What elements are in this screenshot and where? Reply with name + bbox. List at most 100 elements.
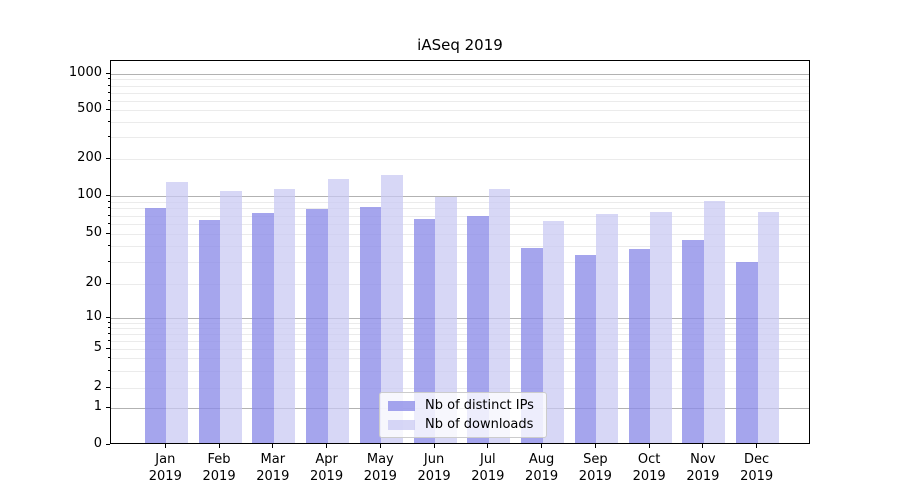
x-tick-label: May 2019 <box>363 452 397 484</box>
y-tick-mark <box>106 348 110 349</box>
y-tick-mark <box>106 195 110 196</box>
x-tick-mark <box>487 444 489 448</box>
y-tick-label: 500 <box>77 101 102 116</box>
bar-downloads <box>650 211 672 443</box>
bar-downloads <box>542 221 565 443</box>
y-minor-tick-mark <box>108 260 110 262</box>
minor-gridline <box>111 388 809 389</box>
bar-downloads <box>166 181 188 443</box>
minor-gridline <box>111 92 809 94</box>
minor-gridline <box>111 358 809 360</box>
y-tick-mark <box>106 387 110 388</box>
minor-gridline <box>111 246 809 248</box>
y-minor-tick-mark <box>108 245 110 247</box>
bar-downloads <box>220 190 242 443</box>
bar-distinct-ips <box>736 261 758 443</box>
x-tick-label: Sep 2019 <box>578 452 612 484</box>
x-tick-mark <box>379 444 381 448</box>
y-minor-tick-mark <box>108 369 110 371</box>
y-minor-tick-mark <box>108 99 110 101</box>
x-tick-label: Aug 2019 <box>525 452 559 484</box>
bar-downloads <box>488 189 511 443</box>
major-gridline <box>111 318 809 319</box>
minor-gridline <box>111 121 809 123</box>
minor-gridline <box>111 340 809 342</box>
x-tick-label: Jan 2019 <box>148 452 182 484</box>
y-minor-tick-mark <box>108 321 110 323</box>
x-tick-mark <box>541 444 543 448</box>
minor-gridline <box>111 201 809 203</box>
y-minor-tick-mark <box>108 326 110 328</box>
minor-gridline <box>111 85 809 87</box>
x-tick-label: Apr 2019 <box>310 452 344 484</box>
y-minor-tick-mark <box>108 214 110 216</box>
x-tick-mark <box>218 444 220 448</box>
y-minor-tick-mark <box>108 339 110 341</box>
bar-distinct-ips <box>574 255 597 443</box>
minor-gridline <box>111 333 809 335</box>
x-tick-mark <box>648 444 650 448</box>
y-tick-label: 200 <box>77 150 102 165</box>
minor-gridline <box>111 110 809 111</box>
minor-gridline <box>111 100 809 102</box>
y-tick-mark <box>106 407 110 408</box>
legend-swatch-distinct-ips <box>388 400 415 411</box>
x-tick-label: Nov 2019 <box>686 452 720 484</box>
y-minor-tick-mark <box>108 120 110 122</box>
major-gridline <box>111 196 809 197</box>
bar-distinct-ips <box>682 239 704 443</box>
y-tick-label: 2 <box>93 379 102 394</box>
chart-title: iASeq 2019 <box>417 36 503 54</box>
y-minor-tick-mark <box>108 91 110 93</box>
bar-downloads <box>327 178 350 443</box>
minor-gridline <box>111 234 809 235</box>
x-tick-label: Mar 2019 <box>256 452 290 484</box>
bar-distinct-ips <box>252 213 274 443</box>
y-tick-label: 100 <box>77 187 102 202</box>
x-tick-label: Jul 2019 <box>471 452 505 484</box>
legend-item: Nb of distinct IPs <box>388 398 538 413</box>
minor-gridline <box>111 79 809 81</box>
plot-area <box>110 60 810 444</box>
y-minor-tick-mark <box>108 136 110 138</box>
x-tick-label: Feb 2019 <box>202 452 236 484</box>
y-minor-tick-mark <box>108 357 110 359</box>
legend-swatch-downloads <box>388 419 415 430</box>
minor-gridline <box>111 208 809 210</box>
y-minor-tick-mark <box>108 84 110 86</box>
bar-distinct-ips <box>306 208 328 443</box>
y-tick-mark <box>106 444 110 445</box>
legend-label: Nb of downloads <box>425 417 534 432</box>
x-tick-mark <box>756 444 758 448</box>
bar-downloads <box>273 188 296 443</box>
y-tick-mark <box>106 317 110 318</box>
bar-distinct-ips <box>413 218 436 443</box>
x-tick-label: Dec 2019 <box>740 452 774 484</box>
bar-distinct-ips <box>359 206 382 443</box>
bar-distinct-ips <box>198 219 221 443</box>
minor-gridline <box>111 215 809 217</box>
bar-downloads <box>381 175 403 443</box>
bar-downloads <box>757 211 780 443</box>
bar-downloads <box>596 214 618 443</box>
minor-gridline <box>111 224 809 225</box>
y-minor-tick-mark <box>108 200 110 202</box>
y-tick-label: 1000 <box>68 65 102 80</box>
minor-gridline <box>111 349 809 350</box>
y-tick-label: 20 <box>85 275 102 290</box>
x-tick-mark <box>272 444 274 448</box>
x-tick-label: Jun 2019 <box>417 452 451 484</box>
x-tick-mark <box>594 444 596 448</box>
y-minor-tick-mark <box>108 332 110 334</box>
y-tick-label: 50 <box>85 225 102 240</box>
bar-distinct-ips <box>144 208 167 443</box>
x-tick-label: Oct 2019 <box>632 452 666 484</box>
x-tick-mark <box>702 444 704 448</box>
x-tick-mark <box>326 444 328 448</box>
minor-gridline <box>111 322 809 324</box>
bar-downloads <box>435 197 457 443</box>
minor-gridline <box>111 159 809 160</box>
y-tick-mark <box>106 158 110 159</box>
major-gridline <box>111 74 809 75</box>
legend: Nb of distinct IPs Nb of downloads <box>379 392 547 438</box>
